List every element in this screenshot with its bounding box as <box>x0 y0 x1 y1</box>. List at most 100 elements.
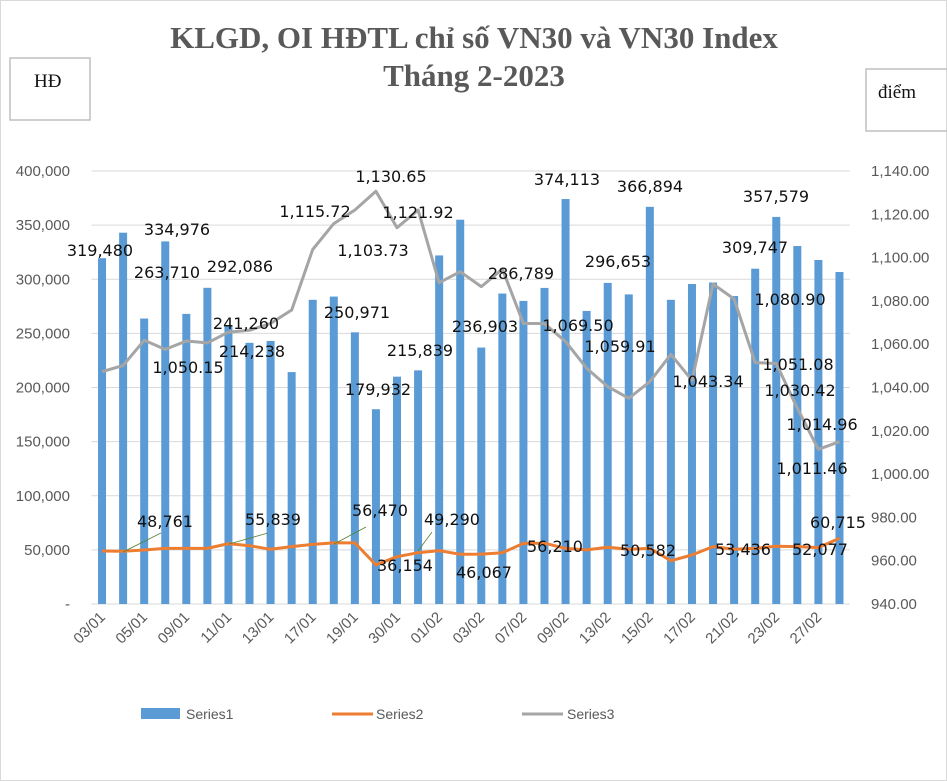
bar-series1 <box>709 282 718 604</box>
y-right-tick-label: 1,000.00 <box>871 466 929 483</box>
bar-series1 <box>435 255 444 604</box>
data-label-series2: 60,715 <box>810 513 866 532</box>
bar-series1 <box>119 232 128 604</box>
data-label-series1: 357,579 <box>743 187 809 206</box>
data-label-series3: 1,050.15 <box>152 358 223 377</box>
data-label-series3: 1,011.46 <box>776 459 847 478</box>
y-right-tick-label: 940.00 <box>871 596 917 613</box>
leader-line <box>228 532 269 545</box>
data-label-series1: 250,971 <box>324 303 390 322</box>
bar-series1 <box>603 282 612 604</box>
bar-series1 <box>666 299 675 604</box>
y-left-tick-label: 200,000 <box>16 380 70 397</box>
data-label-series2: 48,761 <box>137 512 193 531</box>
y-left-tick-label: 250,000 <box>16 325 70 342</box>
bar-series1 <box>772 216 781 605</box>
data-label-series1: 366,894 <box>617 177 683 196</box>
data-label-series3: 1,069.50 <box>542 316 613 335</box>
bar-series1 <box>414 370 423 604</box>
data-label-series3: 1,103.73 <box>337 241 408 260</box>
data-label-series3: 1,130.65 <box>355 167 426 186</box>
y-right-tick-label: 1,040.00 <box>871 380 929 397</box>
bar-series1 <box>645 206 654 604</box>
data-label-series2: 50,582 <box>620 541 676 560</box>
data-label-series1: 286,789 <box>488 264 554 283</box>
legend-label-series2: Series2 <box>376 706 424 722</box>
data-label-series2: 56,210 <box>527 537 583 556</box>
data-label-series1: 214,238 <box>219 342 285 361</box>
bar-series1 <box>203 287 212 604</box>
data-label-series1: 241,260 <box>213 314 279 333</box>
data-label-series3: 1,051.08 <box>762 355 833 374</box>
y-right-tick-label: 960.00 <box>871 553 917 570</box>
data-label-series3: 1,014.96 <box>786 415 857 434</box>
right-axis-title: điểm <box>878 82 916 103</box>
bar-series1 <box>519 300 528 604</box>
data-label-series2: 55,839 <box>245 510 301 529</box>
data-label-series2: 49,290 <box>424 510 480 529</box>
bar-series1 <box>161 241 170 604</box>
bar-series1 <box>98 258 107 604</box>
y-left-tick-label: 350,000 <box>16 217 70 234</box>
data-label-series2: 56,470 <box>352 501 408 520</box>
bar-series1 <box>687 284 696 604</box>
y-right-tick-label: 1,020.00 <box>871 423 929 440</box>
bar-series1 <box>266 340 275 604</box>
data-label-series1: 374,113 <box>534 170 600 189</box>
y-right-tick-label: 980.00 <box>871 509 917 526</box>
legend-label-series3: Series3 <box>567 706 615 722</box>
bar-series1 <box>730 296 739 604</box>
bar-series1 <box>624 294 633 604</box>
bar-series1 <box>582 310 591 604</box>
bar-series1 <box>498 293 507 604</box>
bar-series1 <box>561 199 570 604</box>
data-label-series2: 46,067 <box>456 563 512 582</box>
data-label-series3: 1,115.72 <box>279 202 350 221</box>
legend-swatch-series1 <box>141 708 180 719</box>
left-axis-title-box <box>9 57 91 121</box>
bar-series1 <box>182 313 191 604</box>
data-label-series1: 263,710 <box>134 263 200 282</box>
data-label-series1: 296,653 <box>585 252 651 271</box>
bar-series1 <box>814 259 823 604</box>
left-axis-title: HĐ <box>34 71 61 92</box>
line-series3 <box>101 189 841 451</box>
y-left-tick-label: 150,000 <box>16 434 70 451</box>
chart-title-line1: KLGD, OI HĐTL chỉ số VN30 và VN30 Index <box>170 20 778 55</box>
data-label-series3: 1,030.42 <box>764 381 835 400</box>
data-label-series1: 215,839 <box>387 341 453 360</box>
right-axis-title-box <box>865 68 947 132</box>
bar-series1 <box>350 332 359 604</box>
bar-series1 <box>371 409 380 604</box>
data-label-series3: 1,121.92 <box>382 203 453 222</box>
bar-series1 <box>287 372 296 604</box>
y-left-tick-label: 300,000 <box>16 271 70 288</box>
data-label-series1: 292,086 <box>207 257 273 276</box>
leader-line <box>417 531 433 552</box>
data-label-series3: 1,043.34 <box>672 372 743 391</box>
data-label-series2: 53,436 <box>715 540 771 559</box>
bar-series1 <box>393 376 402 604</box>
data-label-series1: 319,480 <box>67 241 133 260</box>
data-label-series2: 52,077 <box>792 540 848 559</box>
bar-series1 <box>793 246 802 604</box>
data-label-series1: 334,976 <box>144 220 210 239</box>
bar-series1 <box>751 268 760 604</box>
data-label-series3: 1,059.91 <box>584 337 655 356</box>
legend-label-series1: Series1 <box>186 706 234 722</box>
chart-title-line2: Tháng 2-2023 <box>383 58 565 93</box>
data-label-series1: 309,747 <box>722 238 788 257</box>
bar-series1 <box>308 299 317 604</box>
bar-series1 <box>140 318 149 604</box>
data-label-series1: 236,903 <box>452 317 518 336</box>
bar-series1 <box>477 347 486 604</box>
y-right-tick-label: 1,100.00 <box>871 250 929 267</box>
y-right-tick-label: 1,060.00 <box>871 336 929 353</box>
y-left-tick-label: 50,000 <box>24 542 70 559</box>
leader-line <box>333 526 367 545</box>
data-label-series2: 36,154 <box>377 556 433 575</box>
y-right-tick-label: 1,080.00 <box>871 293 929 310</box>
bar-series1 <box>329 296 338 604</box>
bar-series1 <box>835 271 844 604</box>
